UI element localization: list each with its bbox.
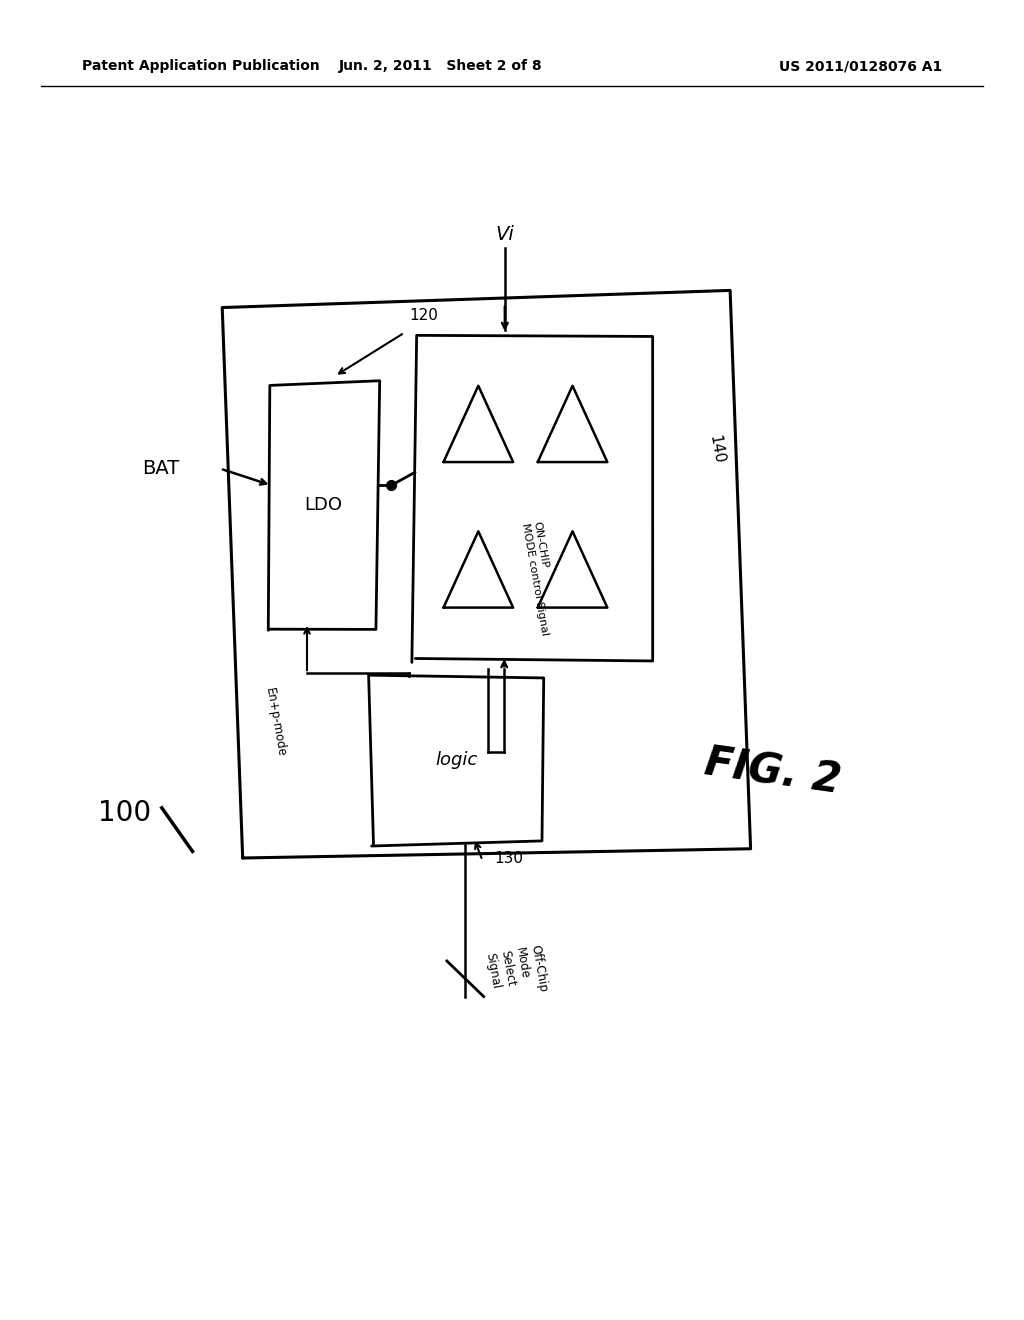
Text: Jun. 2, 2011   Sheet 2 of 8: Jun. 2, 2011 Sheet 2 of 8 <box>339 59 542 74</box>
Text: LDO: LDO <box>304 496 343 513</box>
Text: Vi: Vi <box>496 226 514 244</box>
Text: 140: 140 <box>707 434 726 466</box>
Text: 130: 130 <box>495 851 523 866</box>
Text: 100: 100 <box>98 799 152 826</box>
Text: Off-Chip
Mode
Select
Signal: Off-Chip Mode Select Signal <box>483 944 549 1001</box>
Text: ON-CHIP
MODE control Signal: ON-CHIP MODE control Signal <box>519 520 561 636</box>
Text: BAT: BAT <box>142 459 179 478</box>
Text: US 2011/0128076 A1: US 2011/0128076 A1 <box>779 59 942 74</box>
Text: logic: logic <box>435 751 478 770</box>
Text: En+p-mode: En+p-mode <box>263 686 288 758</box>
Text: FIG. 2: FIG. 2 <box>702 742 844 803</box>
Text: 120: 120 <box>410 309 438 323</box>
Text: Patent Application Publication: Patent Application Publication <box>82 59 319 74</box>
